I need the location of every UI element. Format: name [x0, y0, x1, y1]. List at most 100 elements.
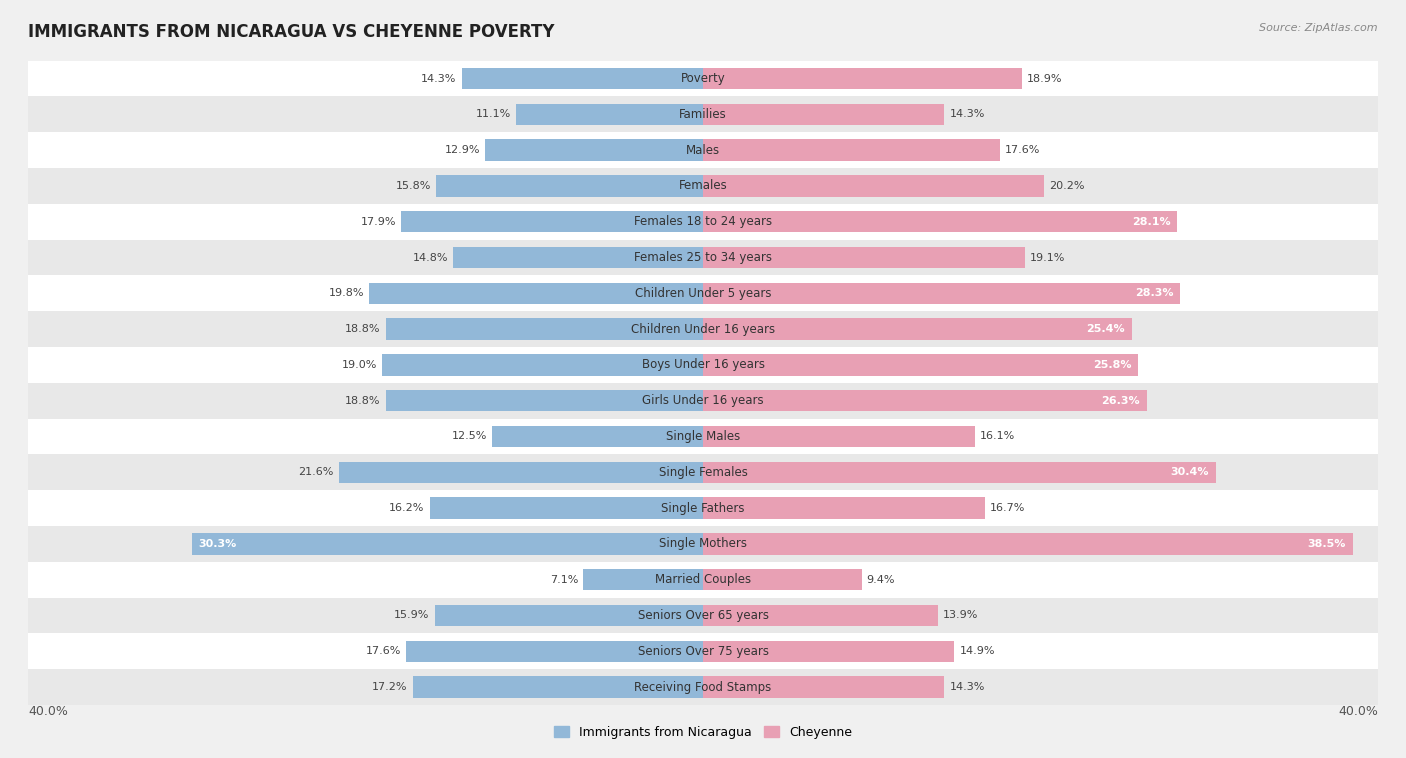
Text: Families: Families — [679, 108, 727, 121]
Text: 30.3%: 30.3% — [198, 539, 236, 549]
Text: 26.3%: 26.3% — [1101, 396, 1140, 406]
Text: 40.0%: 40.0% — [1339, 705, 1378, 718]
Text: 14.3%: 14.3% — [949, 682, 984, 692]
Text: Seniors Over 75 years: Seniors Over 75 years — [637, 645, 769, 658]
Text: 38.5%: 38.5% — [1308, 539, 1346, 549]
Text: 20.2%: 20.2% — [1049, 181, 1084, 191]
Text: 40.0%: 40.0% — [28, 705, 67, 718]
Bar — [703, 139, 1000, 161]
Text: 14.3%: 14.3% — [949, 109, 984, 119]
Text: 18.8%: 18.8% — [346, 396, 381, 406]
Text: Children Under 5 years: Children Under 5 years — [634, 287, 772, 300]
Bar — [385, 390, 703, 412]
Text: Single Males: Single Males — [666, 430, 740, 443]
Bar — [28, 454, 1378, 490]
Bar — [583, 569, 703, 590]
Text: 11.1%: 11.1% — [475, 109, 510, 119]
Text: 7.1%: 7.1% — [550, 575, 578, 584]
Bar — [703, 390, 1147, 412]
Text: Males: Males — [686, 143, 720, 157]
Bar — [28, 168, 1378, 204]
Text: 28.1%: 28.1% — [1132, 217, 1170, 227]
Bar — [28, 204, 1378, 240]
Text: Single Mothers: Single Mothers — [659, 537, 747, 550]
Text: 25.8%: 25.8% — [1092, 360, 1132, 370]
Text: 13.9%: 13.9% — [942, 610, 979, 621]
Bar — [703, 318, 1132, 340]
Bar — [28, 383, 1378, 418]
Text: Poverty: Poverty — [681, 72, 725, 85]
Bar — [28, 418, 1378, 454]
Text: Females 18 to 24 years: Females 18 to 24 years — [634, 215, 772, 228]
Bar — [703, 67, 1022, 89]
Bar — [28, 132, 1378, 168]
Bar — [339, 462, 703, 483]
Bar — [368, 283, 703, 304]
Text: 21.6%: 21.6% — [298, 467, 333, 478]
Text: Boys Under 16 years: Boys Under 16 years — [641, 359, 765, 371]
Bar — [703, 247, 1025, 268]
Text: 17.2%: 17.2% — [373, 682, 408, 692]
Bar — [382, 354, 703, 376]
Legend: Immigrants from Nicaragua, Cheyenne: Immigrants from Nicaragua, Cheyenne — [548, 721, 858, 744]
Text: 12.5%: 12.5% — [451, 431, 486, 441]
Bar — [516, 104, 703, 125]
Bar — [28, 597, 1378, 634]
Bar — [485, 139, 703, 161]
Text: IMMIGRANTS FROM NICARAGUA VS CHEYENNE POVERTY: IMMIGRANTS FROM NICARAGUA VS CHEYENNE PO… — [28, 23, 554, 41]
Bar — [406, 641, 703, 662]
Bar — [703, 462, 1216, 483]
Bar — [28, 669, 1378, 705]
Text: 28.3%: 28.3% — [1135, 288, 1174, 299]
Text: 16.1%: 16.1% — [980, 431, 1015, 441]
Text: 30.4%: 30.4% — [1171, 467, 1209, 478]
Bar — [413, 676, 703, 698]
Bar — [28, 312, 1378, 347]
Bar — [703, 426, 974, 447]
Bar — [430, 497, 703, 518]
Bar — [703, 497, 984, 518]
Text: 19.0%: 19.0% — [342, 360, 377, 370]
Text: Females 25 to 34 years: Females 25 to 34 years — [634, 251, 772, 264]
Bar — [401, 211, 703, 233]
Bar — [28, 634, 1378, 669]
Text: Single Fathers: Single Fathers — [661, 502, 745, 515]
Text: 17.6%: 17.6% — [366, 647, 401, 656]
Text: 12.9%: 12.9% — [444, 145, 481, 155]
Bar — [28, 526, 1378, 562]
Text: Source: ZipAtlas.com: Source: ZipAtlas.com — [1260, 23, 1378, 33]
Text: 14.3%: 14.3% — [422, 74, 457, 83]
Text: 15.9%: 15.9% — [394, 610, 430, 621]
Bar — [28, 562, 1378, 597]
Bar — [703, 211, 1177, 233]
Bar — [453, 247, 703, 268]
Bar — [703, 605, 938, 626]
Bar — [703, 569, 862, 590]
Text: 19.1%: 19.1% — [1031, 252, 1066, 262]
Bar — [191, 533, 703, 555]
Text: Receiving Food Stamps: Receiving Food Stamps — [634, 681, 772, 694]
Bar — [492, 426, 703, 447]
Text: Girls Under 16 years: Girls Under 16 years — [643, 394, 763, 407]
Text: 14.9%: 14.9% — [959, 647, 995, 656]
Text: 17.9%: 17.9% — [360, 217, 396, 227]
Bar — [385, 318, 703, 340]
Text: 15.8%: 15.8% — [396, 181, 432, 191]
Bar — [703, 354, 1139, 376]
Text: 18.9%: 18.9% — [1026, 74, 1063, 83]
Bar — [703, 641, 955, 662]
Text: 17.6%: 17.6% — [1005, 145, 1040, 155]
Text: Seniors Over 65 years: Seniors Over 65 years — [637, 609, 769, 622]
Text: Single Females: Single Females — [658, 465, 748, 479]
Text: 9.4%: 9.4% — [866, 575, 896, 584]
Bar — [703, 175, 1043, 196]
Bar — [703, 283, 1181, 304]
Bar — [436, 175, 703, 196]
Bar — [461, 67, 703, 89]
Text: 25.4%: 25.4% — [1087, 324, 1125, 334]
Text: Married Couples: Married Couples — [655, 573, 751, 586]
Bar — [703, 533, 1353, 555]
Text: Females: Females — [679, 180, 727, 193]
Text: 16.2%: 16.2% — [389, 503, 425, 513]
Text: 14.8%: 14.8% — [413, 252, 449, 262]
